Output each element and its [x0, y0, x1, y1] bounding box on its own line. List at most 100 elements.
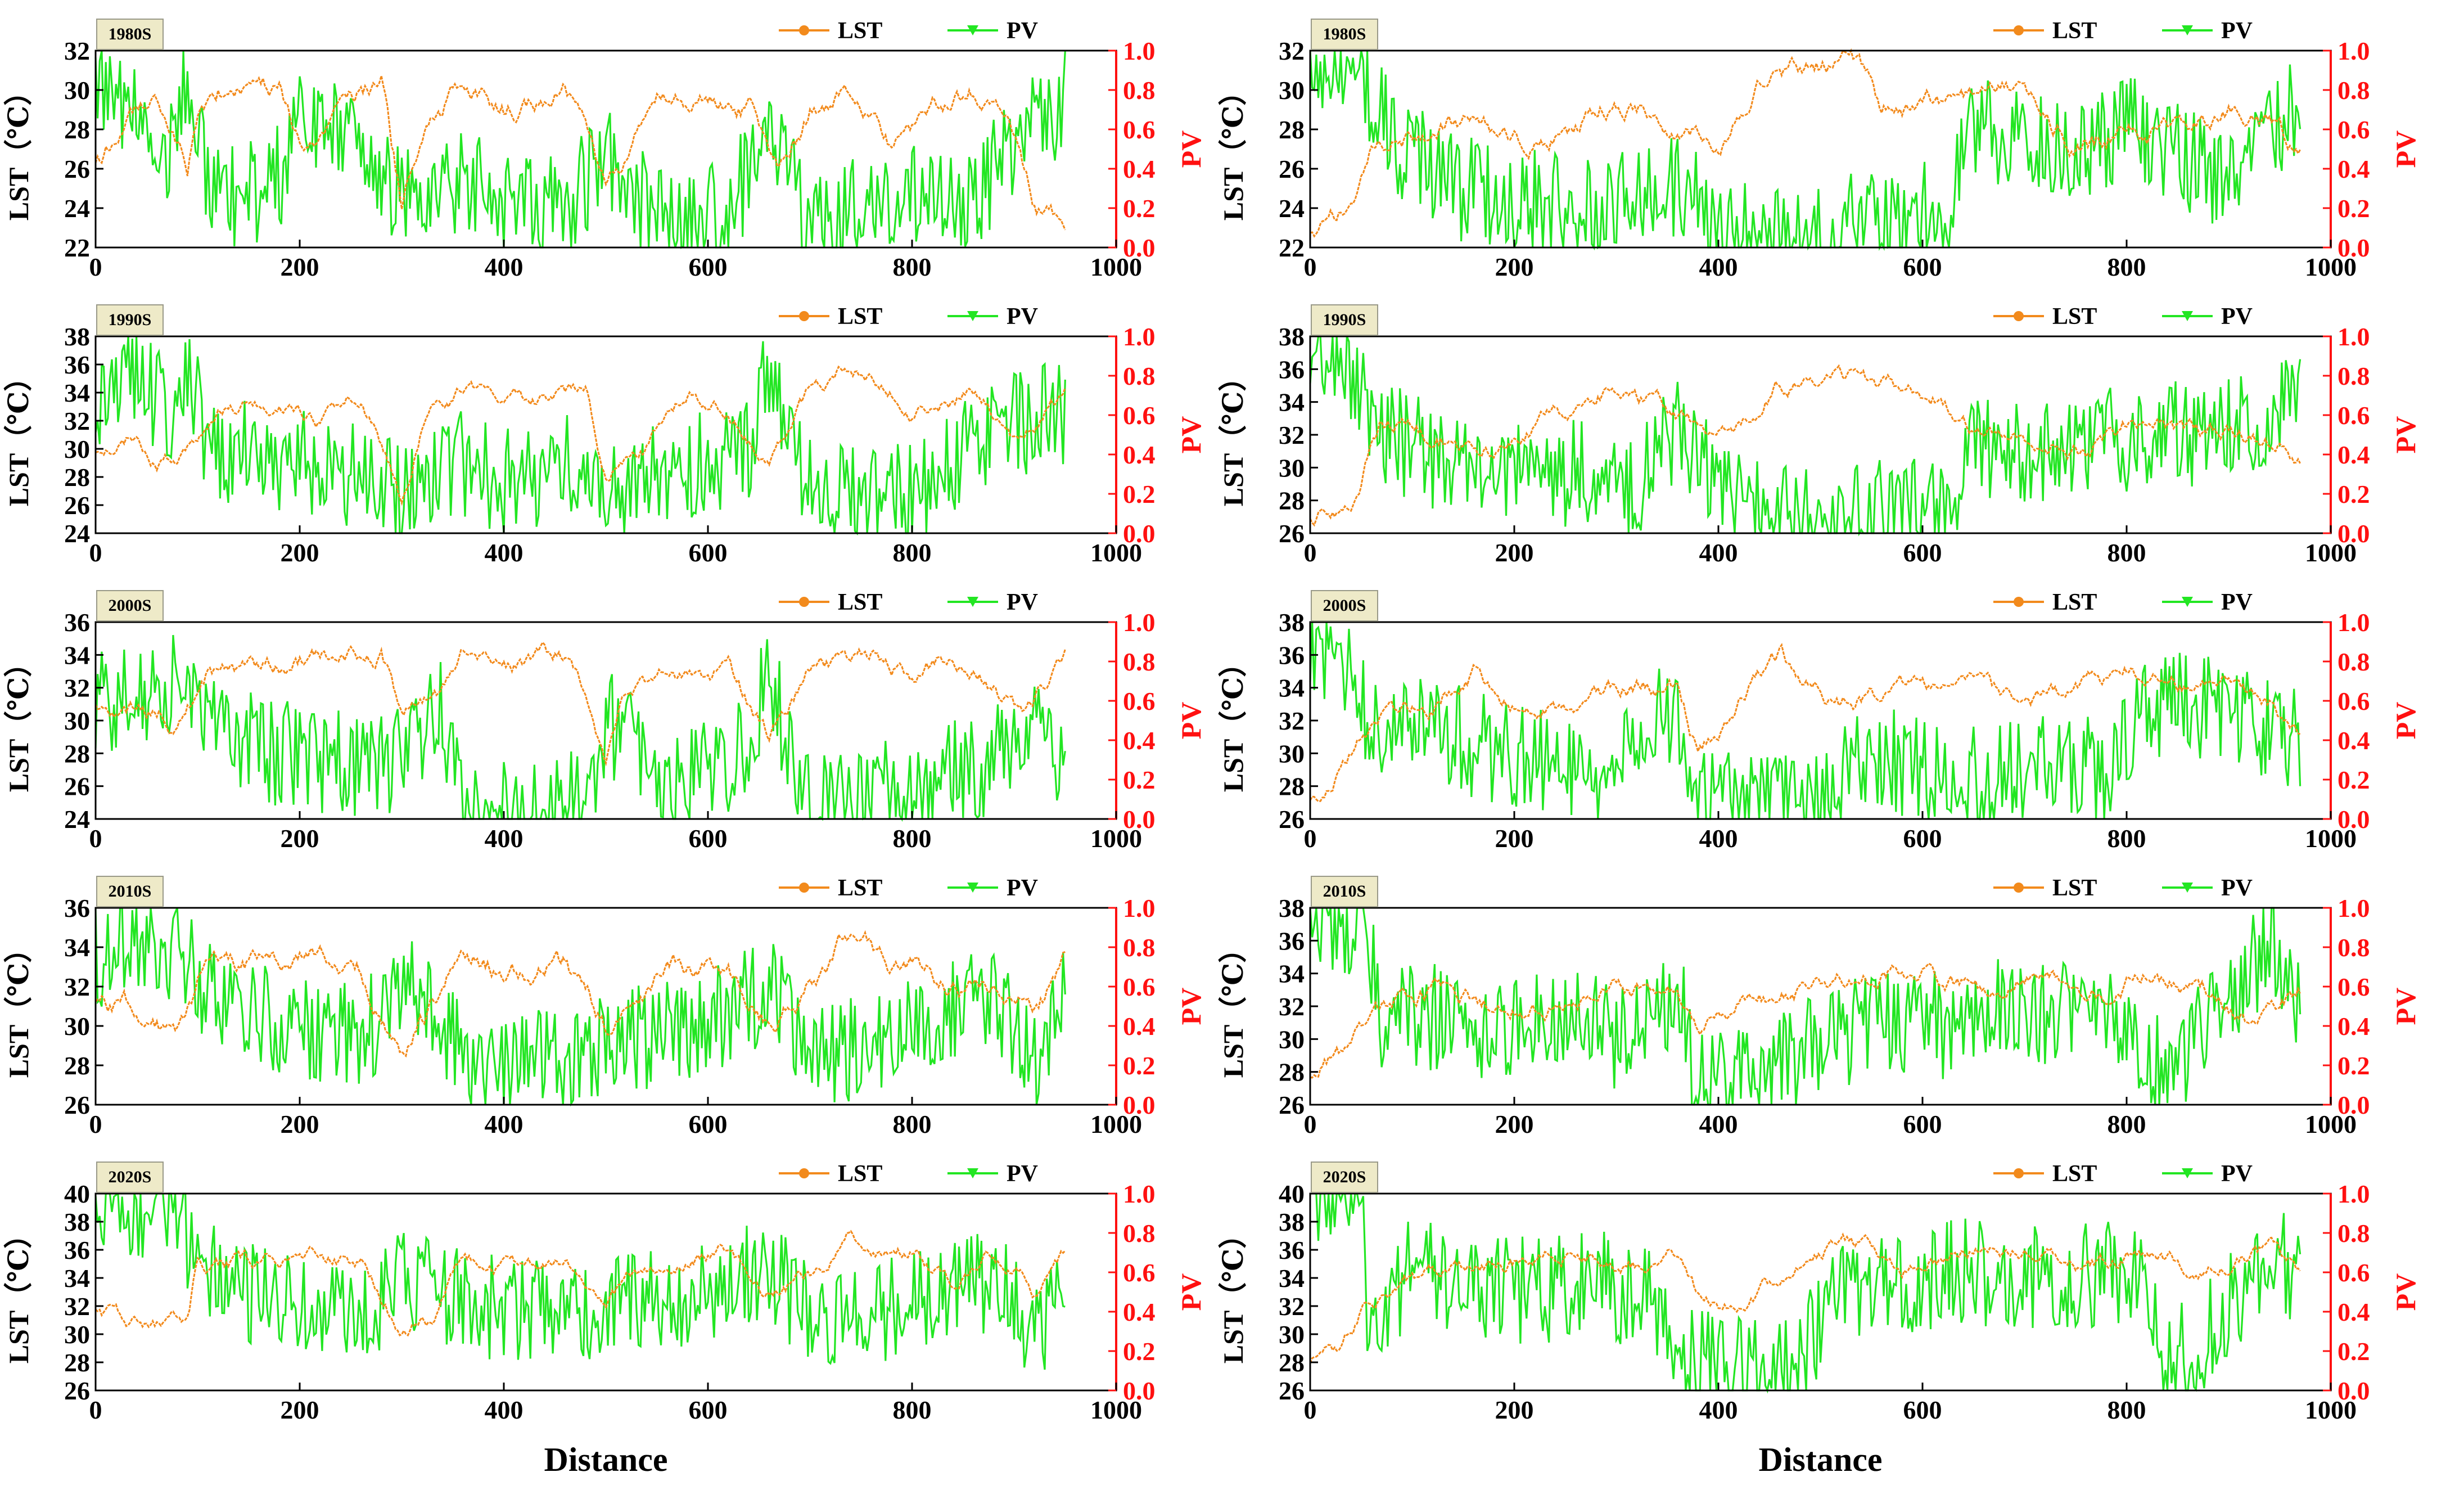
y-tick-label: 32: [1279, 37, 1305, 65]
y-tick-label: 22: [64, 233, 90, 262]
decade-tag-label: 1980S: [109, 25, 152, 43]
lst-legend-marker: [2014, 1168, 2024, 1178]
pv-legend-marker: [967, 311, 978, 321]
x-tick-label: 0: [1304, 1396, 1317, 1424]
pv-legend-label: PV: [2221, 589, 2253, 615]
x-tick-label: 1000: [2305, 824, 2357, 853]
pv-legend-marker: [2182, 25, 2193, 35]
pv-tick-label: 0.0: [1123, 519, 1156, 548]
y-tick-label: 36: [64, 1236, 90, 1264]
x-tick-label: 0: [1304, 824, 1317, 853]
y-tick-label: 28: [64, 1051, 90, 1080]
pv-tick-label: 0.2: [2337, 766, 2370, 794]
lst-legend-marker: [799, 1168, 809, 1178]
x-tick-label: 600: [1903, 1110, 1942, 1138]
pv-tick-label: 1.0: [1123, 608, 1156, 637]
pv-tick-label: 0.0: [1123, 805, 1156, 834]
pv-tick-label: 0.8: [2337, 1219, 2370, 1248]
y-tick-label: 28: [1279, 115, 1305, 144]
pv-tick-label: 0.4: [2337, 440, 2370, 469]
y-tick-label: 24: [64, 805, 90, 834]
y-tick-label: 30: [64, 1012, 90, 1041]
y-tick-label: 38: [1279, 1208, 1305, 1236]
y-tick-label: 26: [1279, 519, 1305, 548]
y-tick-label: 22: [1279, 233, 1305, 262]
y-tick-label: 32: [1279, 706, 1305, 735]
pv-tick-label: 0.6: [2337, 687, 2370, 715]
pv-series-line: [1309, 50, 2301, 251]
decade-tag-label: 2000S: [109, 596, 152, 615]
y-tick-label: 32: [64, 407, 90, 435]
y-tick-label: 26: [64, 1376, 90, 1405]
lst-axis-title: LST（℃）: [1217, 78, 1249, 220]
lst-legend-label: LST: [838, 1161, 882, 1187]
pv-legend-label: PV: [1007, 18, 1038, 44]
x-tick-label: 400: [1699, 1396, 1738, 1424]
decade-tag-label: 1990S: [1323, 310, 1366, 329]
y-tick-label: 32: [1279, 421, 1305, 449]
lst-axis-title: LST（℃）: [3, 363, 34, 506]
pv-tick-label: 0.6: [2337, 115, 2370, 144]
pv-tick-label: 0.0: [2337, 519, 2370, 548]
chart-panel-left-2000s: 0 200 400 600 800 1000 24 26 28 30 32 34 36 0.0 0.2 0.4…: [3, 589, 1207, 853]
pv-series-line: [1309, 335, 2301, 537]
chart-panel-left-1980s: 0 200 400 600 800 1000 22 24 26 28 30 32 0.0 0.2 0.4 0.…: [3, 18, 1207, 281]
lst-legend-marker: [2014, 883, 2024, 893]
x-tick-label: 600: [689, 1396, 728, 1424]
pv-axis-title: PV: [2390, 130, 2421, 168]
pv-tick-label: 1.0: [2337, 894, 2370, 922]
pv-tick-label: 1.0: [1123, 894, 1156, 922]
pv-tick-label: 0.4: [2337, 155, 2370, 183]
y-tick-label: 32: [64, 37, 90, 65]
x-tick-label: 600: [1903, 253, 1942, 281]
lst-series-line: [1309, 642, 2301, 803]
x-tick-label: 400: [485, 1396, 524, 1424]
pv-tick-label: 0.8: [1123, 76, 1156, 105]
y-tick-label: 36: [1279, 926, 1305, 955]
pv-tick-label: 0.8: [1123, 933, 1156, 962]
x-tick-label: 800: [893, 1396, 932, 1424]
x-tick-label: 800: [893, 253, 932, 281]
y-tick-label: 28: [1279, 1348, 1305, 1377]
x-axis-title-right: Distance: [1759, 1441, 1883, 1478]
x-tick-label: 0: [89, 824, 102, 853]
x-tick-label: 1000: [1090, 1110, 1142, 1138]
pv-legend-marker: [2182, 883, 2193, 893]
y-tick-label: 28: [64, 115, 90, 144]
pv-series-line: [94, 50, 1066, 249]
x-tick-label: 1000: [1090, 538, 1142, 567]
y-tick-label: 36: [64, 350, 90, 379]
pv-tick-label: 1.0: [1123, 322, 1156, 351]
y-tick-label: 36: [64, 608, 90, 637]
lst-legend-label: LST: [2052, 304, 2097, 330]
pv-axis-title: PV: [1175, 1273, 1207, 1311]
y-tick-label: 24: [64, 194, 90, 223]
pv-tick-label: 0.2: [2337, 1051, 2370, 1080]
x-tick-label: 800: [893, 538, 932, 567]
y-tick-label: 36: [1279, 355, 1305, 384]
y-tick-label: 34: [64, 1264, 90, 1293]
y-tick-label: 32: [1279, 992, 1305, 1021]
y-tick-label: 24: [1279, 194, 1305, 223]
legend: LST PV: [1993, 304, 2253, 330]
pv-tick-label: 0.0: [1123, 1091, 1156, 1119]
decade-tag-label: 1990S: [109, 310, 152, 329]
pv-legend-label: PV: [2221, 1161, 2253, 1187]
lst-legend-label: LST: [838, 875, 882, 901]
pv-tick-label: 0.0: [2337, 805, 2370, 834]
x-tick-label: 400: [1699, 824, 1738, 853]
y-tick-label: 28: [64, 463, 90, 492]
pv-tick-label: 1.0: [2337, 37, 2370, 65]
lst-axis-title: LST（℃）: [1217, 649, 1249, 792]
pv-tick-label: 1.0: [2337, 1180, 2370, 1208]
x-tick-label: 1000: [2305, 1110, 2357, 1138]
pv-legend-marker: [967, 597, 978, 607]
pv-series-line: [1309, 907, 2301, 1106]
y-tick-label: 36: [1279, 641, 1305, 669]
legend: LST PV: [1993, 18, 2253, 44]
pv-tick-label: 0.6: [2337, 1258, 2370, 1287]
y-tick-label: 26: [1279, 1091, 1305, 1119]
chart-panel-left-2010s: 0 200 400 600 800 1000 26 28 30 32 34 36 0.0 0.2 0.4 0.…: [3, 875, 1207, 1138]
pv-tick-label: 0.4: [1123, 440, 1156, 469]
legend: LST PV: [779, 589, 1038, 615]
